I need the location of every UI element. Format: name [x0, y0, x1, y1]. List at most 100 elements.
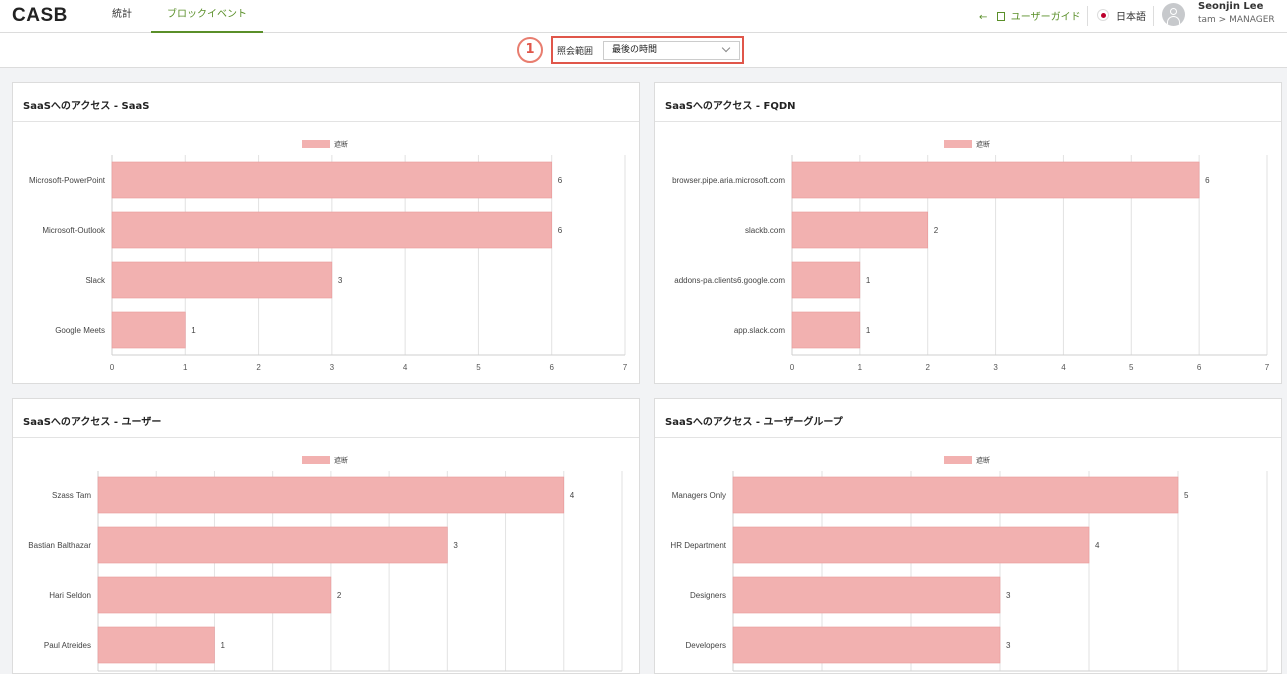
user-guide-link[interactable]: ← ユーザーガイド: [979, 8, 1081, 23]
avatar[interactable]: [1162, 3, 1185, 26]
data-label: 1: [220, 641, 225, 650]
panel-divider: [655, 121, 1281, 122]
legend-swatch: [302, 140, 330, 148]
panel-title: SaaSへのアクセス - ユーザーグループ: [665, 417, 843, 428]
book-icon: [996, 12, 1005, 21]
x-tick-label: 4: [1061, 363, 1066, 372]
bar: [111, 311, 186, 349]
x-tick-label: 6: [1197, 363, 1202, 372]
category-label: app.slack.com: [734, 326, 785, 335]
bar-chart: 遮断 Szass Tam 4 Bastian Balthazar 3 Hari Seldo…: [28, 456, 623, 672]
data-label: 6: [1205, 176, 1210, 185]
chart-panel-fqdn: 遮断 browser.pipe.aria.microsoft.com 6 slackb…: [654, 82, 1282, 384]
x-tick-label: 7: [1265, 363, 1270, 372]
data-label: 4: [1095, 541, 1100, 550]
legend-label: 遮断: [334, 140, 348, 149]
bar: [791, 211, 929, 249]
x-tick-label: 0: [790, 363, 795, 372]
chart-panel-user-group: 遮断 Managers Only 5 HR Department 4 Designers 3…: [654, 398, 1282, 674]
x-tick-label: 5: [1129, 363, 1134, 372]
legend-label: 遮断: [976, 456, 990, 465]
panel-divider: [655, 437, 1281, 438]
legend-swatch: [944, 140, 972, 148]
legend-swatch: [302, 456, 330, 464]
category-label: Microsoft-Outlook: [42, 226, 106, 235]
panel-title: SaaSへのアクセス - ユーザー: [23, 417, 162, 428]
legend-label: 遮断: [334, 456, 348, 465]
user-name[interactable]: Seonjin Lee: [1198, 1, 1264, 12]
bar: [732, 576, 1001, 614]
tab-statistics[interactable]: 統計: [112, 9, 132, 20]
language-selector[interactable]: 日本語: [1116, 12, 1146, 23]
chart-panel-user: 遮断 Szass Tam 4 Bastian Balthazar 3 Hari Seldo…: [12, 398, 640, 674]
data-label: 6: [558, 226, 563, 235]
user-role: tam > MANAGER: [1198, 15, 1275, 25]
data-label: 4: [570, 491, 575, 500]
data-label: 5: [1184, 491, 1189, 500]
panel-title: SaaSへのアクセス - FQDN: [665, 101, 796, 112]
x-tick-label: 2: [256, 363, 261, 372]
user-icon-body: [1167, 16, 1180, 26]
bar: [111, 161, 553, 199]
bar: [791, 261, 861, 299]
bar-chart: 遮断 browser.pipe.aria.microsoft.com 6 slackb…: [672, 140, 1270, 373]
data-label: 1: [866, 326, 871, 335]
bar: [791, 161, 1200, 199]
category-label: Szass Tam: [52, 491, 91, 500]
x-tick-label: 1: [858, 363, 863, 372]
x-tick-label: 5: [476, 363, 481, 372]
x-tick-label: 3: [993, 363, 998, 372]
legend-label: 遮断: [976, 140, 990, 149]
data-label: 6: [558, 176, 563, 185]
chart-panel-saas: 遮断 Microsoft-PowerPoint 6 Microsoft-Outlook…: [12, 82, 640, 384]
category-label: Microsoft-PowerPoint: [29, 176, 106, 185]
data-label: 2: [337, 591, 342, 600]
bar: [97, 626, 215, 664]
x-tick-label: 2: [925, 363, 930, 372]
category-label: Bastian Balthazar: [28, 541, 91, 550]
bar: [732, 626, 1001, 664]
category-label: addons-pa.clients6.google.com: [674, 276, 785, 285]
bar: [732, 526, 1090, 564]
bar-chart: 遮断 Microsoft-PowerPoint 6 Microsoft-Outlook…: [29, 140, 628, 373]
x-tick-label: 4: [403, 363, 408, 372]
back-arrow-icon: ←: [979, 12, 988, 23]
data-label: 1: [191, 326, 196, 335]
query-range-value: 最後の時間: [612, 45, 658, 55]
bar: [791, 311, 861, 349]
x-tick-label: 1: [183, 363, 188, 372]
category-label: Paul Atreides: [44, 641, 91, 650]
category-label: Developers: [686, 641, 726, 650]
data-label: 3: [1006, 641, 1011, 650]
data-label: 3: [453, 541, 458, 550]
bar: [97, 476, 565, 514]
divider: [1087, 6, 1088, 26]
bar-chart: 遮断 Managers Only 5 HR Department 4 Designers 3…: [670, 456, 1268, 672]
x-tick-label: 6: [549, 363, 554, 372]
panel-divider: [13, 121, 639, 122]
panel-title: SaaSへのアクセス - SaaS: [23, 101, 150, 112]
chevron-down-icon: [721, 43, 731, 53]
category-label: browser.pipe.aria.microsoft.com: [672, 176, 785, 185]
category-label: Designers: [690, 591, 726, 600]
bar: [97, 526, 448, 564]
data-label: 3: [338, 276, 343, 285]
query-range-label: 照会範囲: [557, 47, 594, 57]
query-range-filter: 照会範囲 最後の時間: [551, 36, 744, 64]
data-label: 1: [866, 276, 871, 285]
app-logo[interactable]: CASB: [12, 5, 68, 26]
x-tick-label: 0: [110, 363, 115, 372]
category-label: slackb.com: [745, 226, 785, 235]
legend-swatch: [944, 456, 972, 464]
top-navigation-bar: CASB 統計 ブロックイベント ← ユーザーガイド 日本語 Seonjin L…: [0, 0, 1287, 33]
tab-block-events[interactable]: ブロックイベント: [151, 0, 263, 33]
step-number-badge: 1: [517, 37, 543, 63]
data-label: 2: [934, 226, 939, 235]
japan-flag-icon: [1097, 9, 1109, 21]
query-range-select[interactable]: 最後の時間: [603, 41, 740, 60]
bar: [111, 261, 333, 299]
bar: [732, 476, 1179, 514]
category-label: Slack: [85, 276, 106, 285]
bar: [111, 211, 553, 249]
x-tick-label: 7: [623, 363, 628, 372]
